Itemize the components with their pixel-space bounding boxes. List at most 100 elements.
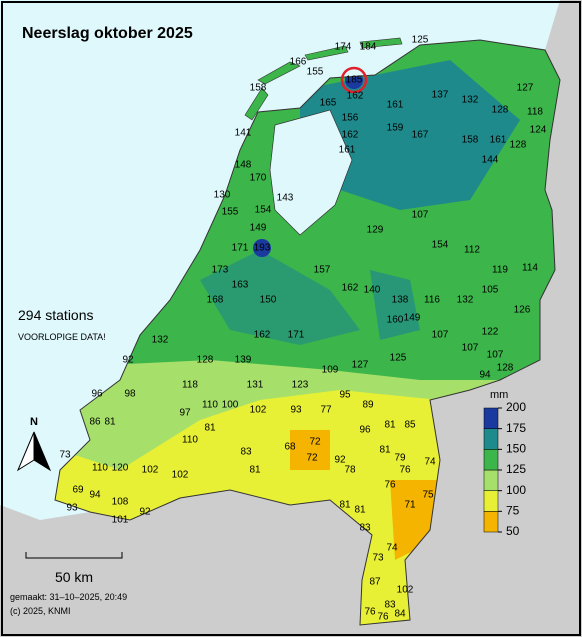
legend-swatch [483,407,499,429]
wadden-islands [244,37,403,121]
north-label: N [30,416,38,428]
station-value: 109 [322,365,339,376]
legend-unit: mm [490,389,508,401]
legend-tick-label: 100 [506,483,526,497]
station-value: 144 [482,155,499,166]
scale-label: 50 km [55,569,93,585]
station-value: 105 [482,285,499,296]
station-value: 128 [492,105,509,116]
legend-tick-label: 150 [506,442,526,456]
station-value: 76 [377,612,389,623]
station-value: 69 [72,485,84,496]
station-value: 157 [314,265,331,276]
station-value: 161 [490,135,507,146]
station-value: 184 [360,42,377,53]
legend-swatch [483,469,499,491]
station-value: 156 [342,113,359,124]
station-value: 149 [404,313,421,324]
station-value: 171 [232,243,249,254]
station-value: 128 [197,355,214,366]
station-value: 81 [379,445,391,456]
max-marker [340,66,368,94]
station-value: 127 [517,83,534,94]
station-value: 75 [422,490,434,501]
station-value: 102 [142,465,159,476]
station-value: 97 [179,408,191,419]
station-value: 74 [386,543,398,554]
station-value: 81 [104,417,116,428]
legend-swatch [483,511,499,533]
station-value: 100 [222,400,239,411]
station-value: 77 [320,405,332,416]
station-value: 139 [235,355,252,366]
footer-copyright: (c) 2025, KNMI [10,606,71,616]
station-value: 193 [254,243,271,254]
station-value: 158 [250,83,267,94]
station-value: 132 [462,95,479,106]
station-value: 112 [464,245,480,256]
station-value: 128 [497,363,514,374]
station-value: 92 [122,355,134,366]
station-value: 102 [172,470,189,481]
station-value: 73 [59,450,71,461]
station-value: 140 [364,285,381,296]
station-value: 86 [89,417,101,428]
legend: mm 50 75 100 125 150 175 200 [483,389,526,538]
station-value: 150 [260,295,277,306]
station-value: 83 [240,447,252,458]
station-value: 92 [334,455,346,466]
station-value: 92 [139,507,151,518]
station-value: 107 [487,350,504,361]
station-value: 165 [320,98,337,109]
station-value: 120 [112,463,129,474]
station-value: 119 [492,265,508,276]
station-value: 81 [204,423,216,434]
station-value: 95 [339,390,351,401]
station-count: 294 stations [18,307,94,323]
station-value: 138 [392,295,409,306]
ijsselmeer [269,109,353,236]
station-value: 98 [124,389,136,400]
legend-tick-label: 50 [506,524,520,538]
station-value: 168 [207,295,224,306]
station-value: 93 [290,405,302,416]
station-value: 87 [369,577,381,588]
station-value: 155 [222,207,239,218]
notice: VOORLOPIGE DATA! [18,332,106,342]
station-value: 93 [66,503,78,514]
station-value: 132 [152,335,169,346]
station-value: 84 [394,609,406,620]
station-value: 166 [290,57,307,68]
station-value: 162 [347,91,364,102]
legend-tick-label: 125 [506,462,526,476]
station-value: 125 [412,35,429,46]
station-value: 118 [182,380,198,391]
station-value: 162 [342,283,359,294]
station-value: 167 [412,130,429,141]
station-value: 155 [307,67,324,78]
station-value: 130 [214,190,231,201]
station-value: 162 [254,330,271,341]
station-value: 160 [387,315,404,326]
station-value: 108 [112,497,129,508]
station-value: 68 [284,442,296,453]
station-value: 102 [250,405,267,416]
station-value: 114 [522,263,538,274]
station-value: 101 [112,515,129,526]
station-value: 107 [412,210,429,221]
legend-swatch [483,449,499,471]
station-value: 79 [394,453,406,464]
station-value: 122 [482,327,499,338]
station-value: 81 [354,505,366,516]
station-value: 161 [387,100,404,111]
station-value: 74 [424,457,436,468]
station-value: 129 [367,225,384,236]
station-value: 118 [527,107,543,118]
station-value: 143 [277,193,294,204]
station-value: 72 [309,437,321,448]
